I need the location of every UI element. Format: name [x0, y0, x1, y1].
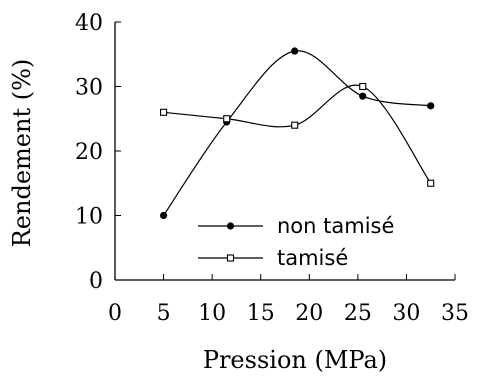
series-layer [159, 47, 435, 220]
legend-marker-tamise [226, 254, 235, 262]
y-tick-label: 40 [75, 11, 103, 36]
series-line-tamise [163, 84, 432, 184]
x-tick-label: 25 [344, 301, 372, 326]
x-tick-label: 15 [247, 301, 275, 326]
x-axis-label: Pression (MPa) [203, 346, 387, 374]
data-point-tamise [291, 121, 299, 129]
data-point-tamise [427, 179, 435, 187]
legend-marker-non-tamise [226, 222, 235, 230]
y-axis-label: Rendement (%) [8, 59, 36, 248]
y-tick-label: 0 [89, 269, 103, 294]
x-tick-label: 20 [295, 301, 323, 326]
legend: non tamisé tamisé [198, 214, 394, 270]
legend-label-tamise: tamisé [277, 246, 348, 270]
x-tick-label: 35 [441, 301, 469, 326]
legend-label-non-tamise: non tamisé [277, 214, 394, 238]
y-axis-ticks: 0 10 20 30 40 [75, 11, 121, 294]
data-point-tamise [359, 82, 367, 91]
data-point-tamise [223, 115, 231, 123]
y-tick-label: 20 [75, 140, 103, 165]
plot-frame [114, 22, 455, 281]
x-tick-label: 5 [157, 301, 171, 326]
data-point-tamise [160, 108, 168, 116]
series-line-non-tamise [163, 50, 431, 216]
data-point-non-tamise [291, 47, 299, 55]
data-point-non-tamise [427, 102, 435, 110]
x-tick-label: 0 [108, 301, 122, 326]
x-tick-label: 30 [392, 301, 420, 326]
data-point-non-tamise [159, 211, 168, 220]
x-axis-ticks: 0 5 10 15 20 25 30 35 [108, 274, 469, 326]
data-point-non-tamise [359, 92, 367, 100]
x-tick-label: 10 [198, 301, 226, 326]
y-tick-label: 30 [75, 76, 103, 101]
y-tick-label: 10 [75, 205, 103, 230]
